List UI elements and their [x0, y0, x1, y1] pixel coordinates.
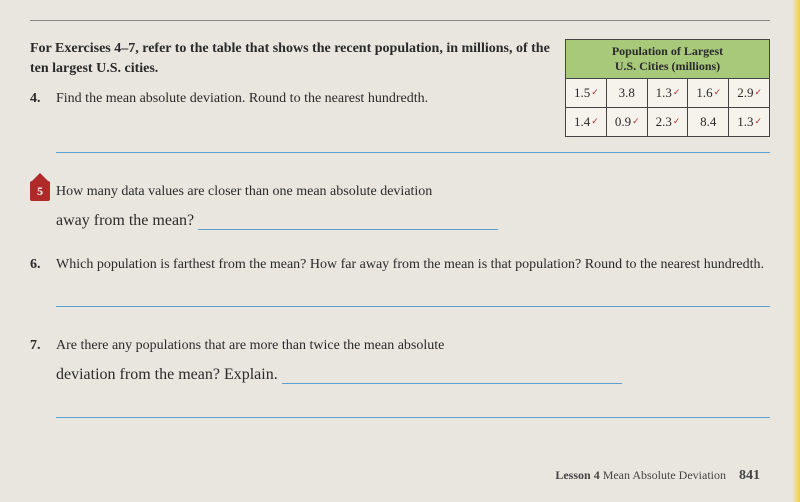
check-icon: ✓ — [591, 87, 599, 97]
q5-text-line1: How many data values are closer than one… — [56, 181, 770, 202]
table-row: 1.5✓ 3.8 1.3✓ 1.6✓ 2.9✓ — [566, 79, 770, 108]
check-icon: ✓ — [754, 87, 762, 97]
q7-text-line1: Are there any populations that are more … — [56, 335, 770, 356]
exercise-instructions: For Exercises 4–7, refer to the table th… — [30, 39, 550, 78]
page-edge-decoration — [792, 0, 800, 502]
q7-number: 7. — [30, 335, 48, 356]
q4-number: 4. — [30, 88, 48, 109]
question-5: 5 How many data values are closer than o… — [30, 181, 770, 202]
question-7: 7. Are there any populations that are mo… — [30, 335, 770, 356]
table-header: Population of Largest U.S. Cities (milli… — [566, 40, 770, 79]
question-6: 6. Which population is farthest from the… — [30, 254, 770, 275]
q4-answer-line[interactable] — [56, 135, 770, 153]
lesson-label: Lesson 4 — [555, 468, 599, 482]
q4-text: Find the mean absolute deviation. Round … — [56, 88, 550, 109]
check-icon: ✓ — [673, 116, 681, 126]
q6-answer-line[interactable] — [56, 289, 770, 307]
q6-number: 6. — [30, 254, 48, 275]
house-icon — [32, 173, 48, 181]
q7-answer-line-1[interactable] — [282, 370, 622, 384]
page-number: 841 — [739, 468, 760, 483]
q5-answer-line[interactable] — [198, 216, 498, 230]
table-row: 1.4✓ 0.9✓ 2.3✓ 8.4 1.3✓ — [566, 108, 770, 137]
question-4: 4. Find the mean absolute deviation. Rou… — [30, 88, 550, 109]
population-table: Population of Largest U.S. Cities (milli… — [565, 39, 770, 137]
check-icon: ✓ — [714, 87, 722, 97]
lesson-title: Mean Absolute Deviation — [603, 468, 726, 482]
check-icon: ✓ — [591, 116, 599, 126]
q7-text-line2: deviation from the mean? Explain. — [56, 366, 278, 383]
q6-text: Which population is farthest from the me… — [56, 254, 770, 275]
check-icon: ✓ — [673, 87, 681, 97]
q5-text-line2: away from the mean? — [56, 212, 194, 229]
page-footer: Lesson 4 Mean Absolute Deviation 841 — [555, 468, 760, 484]
check-icon: ✓ — [632, 116, 640, 126]
q7-answer-line-2[interactable] — [56, 400, 770, 418]
check-icon: ✓ — [754, 116, 762, 126]
q5-number-badge: 5 — [30, 181, 50, 201]
